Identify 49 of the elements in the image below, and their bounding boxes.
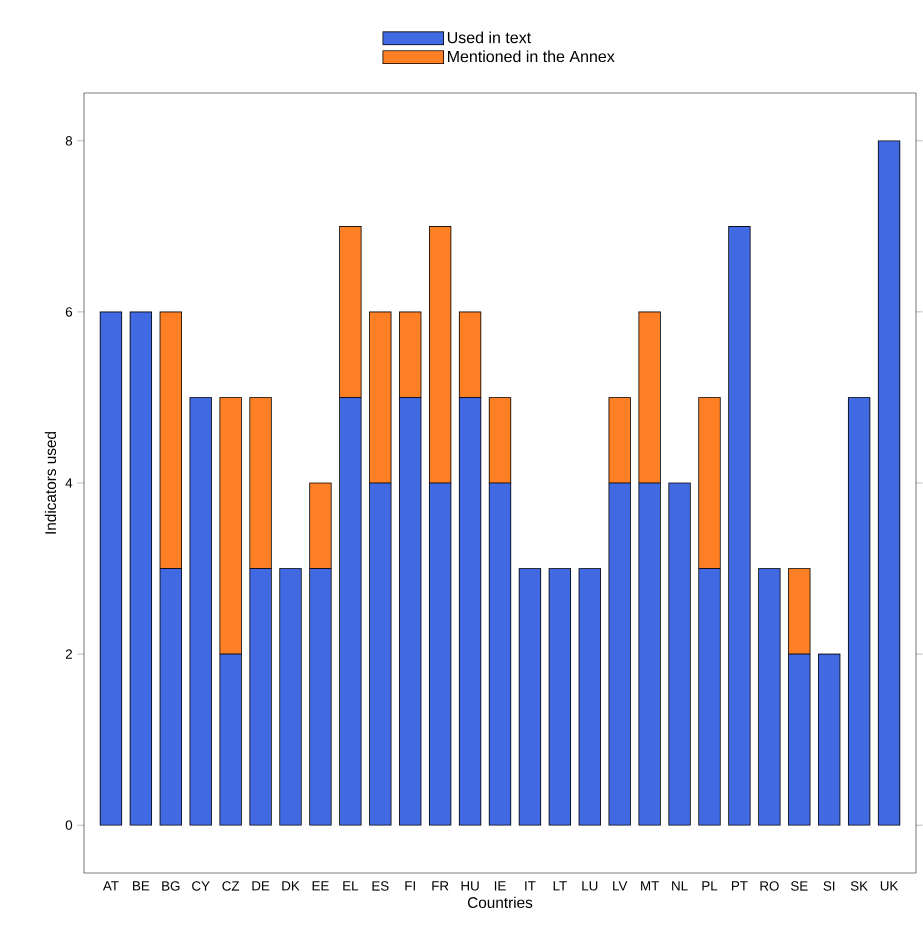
x-tick-label: BG [162,881,180,891]
x-tick-label: SI [824,881,834,891]
x-tick-label: DE [252,881,270,890]
bar [758,568,781,826]
x-tick-label: BE [133,881,150,890]
bar [130,312,152,826]
x-tick-label: EL [343,881,358,890]
legend-label: Used in text [448,31,532,44]
bar [578,568,602,826]
bar [190,397,212,826]
y-tick-label: 0 [66,820,72,830]
legend-label: Mentioned in the Annex [448,50,615,62]
x-tick-label: UK [880,881,898,891]
x-tick-label: IE [495,881,506,890]
x-tick-label: EE [312,881,329,890]
x-tick-label: CZ [222,881,240,891]
x-tick-label: MT [641,881,660,890]
x-tick-label: FI [405,881,416,890]
x-tick-label: PT [732,881,748,890]
x-tick-label: ES [372,881,389,891]
y-axis-title: Indicators used [44,432,56,534]
y-tick-label: 8 [66,136,72,146]
x-tick-label: CY [192,881,210,891]
y-tick-label: 2 [66,649,72,659]
x-tick-label: SE [791,881,808,891]
x-tick-label: DK [282,881,300,890]
bar [878,140,900,826]
bar [728,226,751,826]
x-tick-label: HU [462,881,479,891]
bar [848,397,870,826]
x-tick-label: LV [613,881,628,890]
x-tick-label: LT [554,881,567,890]
bar [668,482,691,826]
x-tick-label: IT [525,881,536,890]
x-tick-label: RO [760,881,779,891]
y-tick-label: 6 [66,307,72,317]
bar [818,654,840,826]
x-tick-label: LU [582,881,598,891]
bar [279,568,302,826]
x-axis-title: Countries [468,896,532,908]
x-tick-label: NL [672,881,688,890]
y-tick-label: 4 [66,478,72,488]
bar [518,568,542,826]
bar [548,568,572,826]
x-tick-label: FR [432,881,449,890]
x-tick-label: PL [702,881,718,890]
x-tick-label: SK [850,881,868,891]
x-tick-label: AT [103,881,119,890]
bar [100,312,122,826]
